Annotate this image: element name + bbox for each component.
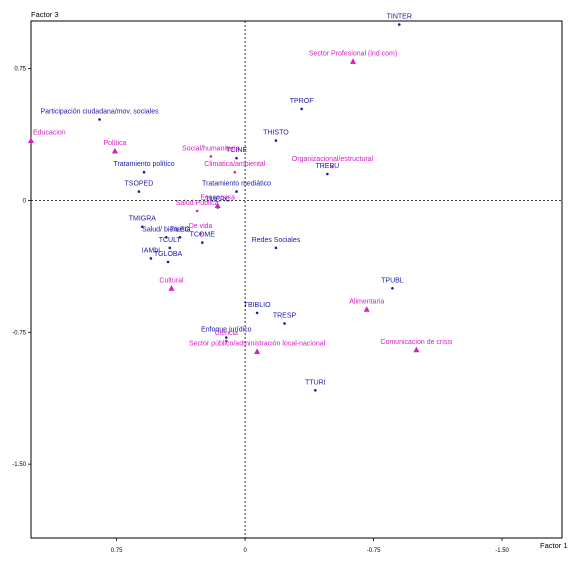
point-label: Enfoque jurídico: [201, 327, 252, 334]
point-label: Economica: [200, 195, 235, 202]
point-marker: [274, 139, 278, 142]
y-tick-label: 0.75: [14, 66, 26, 72]
point-marker: [235, 156, 238, 160]
y-axis-title: Factor 3: [31, 10, 59, 19]
point-label: Comunicacion de crisis: [380, 339, 452, 346]
x-tick-label: -0.75: [367, 548, 381, 554]
point-marker: [283, 322, 286, 325]
point-marker: [199, 232, 202, 236]
point-marker: [142, 170, 146, 174]
point-label: TPUBL: [381, 277, 404, 284]
point-label: Tratamiento político: [113, 161, 174, 168]
data-points: TINTER Sector Profesional (ind com) TPROF T…: [28, 14, 453, 392]
point-marker-triangle: [168, 285, 175, 291]
point-label: Climatica/ambiental: [204, 161, 266, 168]
point-marker: [314, 388, 317, 392]
point-marker: [195, 209, 199, 213]
point-label: Tratamiento mediático: [202, 181, 271, 188]
point-label: De vida: [189, 223, 213, 230]
y-tick-label: -0.75: [12, 330, 26, 336]
point-marker: [137, 190, 141, 193]
point-label: Organizacional/estructural: [292, 156, 374, 163]
point-label: TBIBLIO: [244, 302, 271, 309]
point-label: TRESP: [273, 312, 297, 319]
point-label: Sector público/administración local-naci…: [189, 341, 326, 348]
y-tick-label: 0: [23, 198, 27, 204]
point-label: Social/humanitaria: [182, 145, 240, 152]
point-label: Participación ciudadana/mov. sociales: [40, 108, 159, 115]
point-marker: [397, 23, 401, 26]
point-label: Política: [103, 140, 126, 147]
plot-frame: [30, 20, 563, 539]
point-marker: [168, 246, 172, 250]
x-tick-label: 0: [243, 548, 247, 554]
point-marker: [200, 241, 204, 244]
point-marker: [224, 336, 228, 339]
point-marker: [224, 339, 228, 343]
point-marker-triangle: [363, 306, 370, 312]
point-marker: [331, 165, 334, 169]
point-label: TSOPED: [125, 181, 154, 188]
point-label: TCOME: [190, 232, 216, 239]
point-label: THISTO: [263, 130, 289, 137]
point-marker-triangle: [254, 348, 261, 354]
point-label: TTURI: [305, 379, 326, 386]
point-label: Cultural: [159, 277, 184, 284]
point-label: Redes Sociales: [252, 237, 301, 244]
point-label: Salud/ bienesta: [142, 226, 190, 233]
point-label: Alimentaria: [349, 298, 384, 305]
point-label: TCINE: [226, 147, 247, 154]
point-marker: [141, 225, 144, 229]
zero-lines: [31, 21, 562, 538]
point-marker-triangle: [111, 147, 118, 154]
point-marker: [235, 190, 238, 193]
point-marker: [165, 235, 168, 239]
point-label: TGLOBA: [154, 251, 183, 258]
point-label: Salud Publica: [176, 200, 219, 207]
point-marker: [166, 260, 170, 264]
point-marker: [98, 118, 101, 121]
point-label: TREPU: [315, 163, 339, 170]
point-marker-triangle: [214, 202, 221, 209]
point-label: IAMbI: [142, 247, 160, 254]
point-marker: [300, 107, 303, 111]
point-label: Ciencia: [215, 330, 238, 337]
point-label: TINTER: [387, 14, 412, 21]
point-label: TMERC: [205, 196, 230, 203]
point-marker-triangle: [413, 346, 420, 353]
point-marker: [209, 155, 213, 158]
x-tick-label: 0.75: [111, 548, 123, 554]
point-marker: [326, 172, 329, 176]
point-marker-triangle: [28, 137, 34, 143]
point-label: TMIGRA: [129, 216, 157, 223]
point-marker: [178, 235, 182, 239]
x-tick-label: -1.50: [495, 548, 509, 554]
point-marker: [274, 246, 278, 250]
point-label: TCULT: [159, 237, 182, 244]
point-marker: [149, 257, 153, 260]
point-label: TILEG: [170, 226, 190, 233]
x-axis-title: Factor 1: [540, 541, 568, 550]
axis-ticks: 0.75 0 -0.75 -1.50 0.75 0 -0.75 -1.50: [12, 66, 509, 554]
point-label: Sector Profesional (ind com): [309, 50, 397, 57]
point-marker: [255, 311, 259, 315]
point-label: TPROF: [290, 98, 314, 105]
point-marker-triangle: [350, 58, 357, 64]
point-label: Educacion: [33, 130, 66, 137]
point-marker: [233, 170, 237, 174]
point-marker: [391, 286, 394, 290]
y-tick-label: -1.50: [12, 462, 26, 468]
